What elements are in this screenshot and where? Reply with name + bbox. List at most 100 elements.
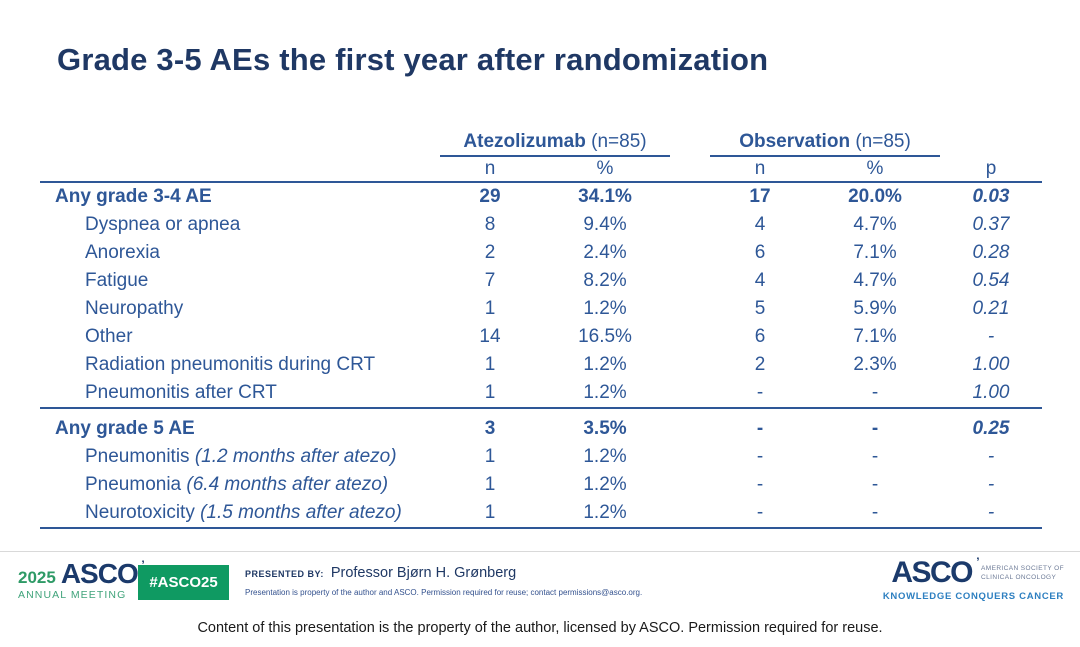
p-value-cell: 0.28 (972, 242, 1010, 263)
value-cell: 3 (484, 418, 496, 439)
p-value-cell: 0.37 (972, 214, 1010, 235)
subheader-n: n (754, 158, 766, 179)
value-cell: 29 (479, 186, 501, 207)
table-row: Fatigue 7 8.2% 4 4.7% 0.54 (40, 267, 1042, 295)
row-label: Any grade 5 AE (55, 418, 195, 439)
value-cell: 1 (484, 354, 496, 375)
row-label: Pneumonitis (1.2 months after atezo) (85, 446, 397, 467)
value-cell: 4.7% (853, 214, 897, 235)
group-count: (n=85) (591, 131, 647, 152)
column-group-observation: Observation (n=85) (710, 131, 940, 157)
row-label: Radiation pneumonitis during CRT (85, 354, 376, 375)
value-cell: 2.4% (583, 242, 627, 263)
value-cell: 5.9% (853, 298, 897, 319)
p-value-cell: 0.25 (972, 418, 1010, 439)
row-label: Neurotoxicity (1.5 months after atezo) (85, 502, 402, 523)
value-cell: - (871, 418, 879, 439)
value-cell: 1.2% (583, 474, 627, 495)
value-cell: 1 (484, 474, 496, 495)
value-cell: 4 (754, 214, 766, 235)
value-cell: 7.1% (853, 326, 897, 347)
value-cell: - (871, 502, 879, 523)
content-property-notice: Content of this presentation is the prop… (197, 620, 883, 636)
table-row: Pneumonitis (1.2 months after atezo) 1 1.2… (40, 443, 1042, 471)
row-label: Any grade 3-4 AE (55, 186, 212, 207)
meeting-org: ASCO (61, 559, 144, 588)
adverse-events-table: Atezolizumab (n=85) Observation (n=85) n… (40, 127, 1042, 529)
value-cell: - (871, 382, 879, 403)
value-cell: 1 (484, 382, 496, 403)
table-row: Dyspnea or apnea 8 9.4% 4 4.7% 0.37 (40, 211, 1042, 239)
value-cell: - (756, 502, 764, 523)
row-label: Pneumonitis after CRT (85, 382, 277, 403)
value-cell: - (756, 446, 764, 467)
value-cell: 1 (484, 502, 496, 523)
table-row: Radiation pneumonitis during CRT 1 1.2% 2 2.… (40, 351, 1042, 379)
meeting-year: 2025 (18, 568, 56, 587)
table-row: Anorexia 2 2.4% 6 7.1% 0.28 (40, 239, 1042, 267)
row-label: Fatigue (85, 270, 149, 291)
column-group-atezolizumab: Atezolizumab (n=85) (440, 131, 670, 157)
presenter-name: Professor Bjørn H. Grønberg (330, 565, 517, 581)
value-cell: 20.0% (848, 186, 902, 207)
slide-title: Grade 3-5 AEs the first year after rando… (57, 42, 769, 77)
value-cell: 7.1% (853, 242, 897, 263)
value-cell: 7 (484, 270, 496, 291)
value-cell: 1.2% (583, 446, 627, 467)
value-cell: 8 (484, 214, 496, 235)
table-row: Any grade 3-4 AE 29 34.1% 17 20.0% 0.03 (40, 183, 1042, 211)
table-body: Any grade 3-4 AE 29 34.1% 17 20.0% 0.03 Dyspne… (40, 183, 1042, 529)
society-line1: AMERICAN SOCIETY OF (981, 564, 1064, 572)
p-value-cell: - (987, 502, 995, 523)
row-label: Pneumonia (6.4 months after atezo) (85, 474, 389, 495)
presented-by-label: PRESENTED BY: (245, 569, 324, 579)
value-cell: 1.2% (583, 354, 627, 375)
value-cell: 16.5% (578, 326, 632, 347)
table-row: Pneumonia (6.4 months after atezo) 1 1.2% -… (40, 471, 1042, 499)
p-value-cell: 0.54 (972, 270, 1010, 291)
asco-tagline: KNOWLEDGE CONQUERS CANCER (882, 591, 1064, 602)
row-label: Dyspnea or apnea (85, 214, 241, 235)
value-cell: 2.3% (853, 354, 897, 375)
value-cell: 1 (484, 446, 496, 467)
society-line2: CLINICAL ONCOLOGY (981, 574, 1057, 581)
row-label: Neuropathy (85, 298, 184, 319)
row-label: Other (85, 326, 133, 347)
society-name: AMERICAN SOCIETY OF CLINICAL ONCOLOGY (977, 564, 1064, 582)
p-value-cell: - (987, 446, 995, 467)
table-row: Other 14 16.5% 6 7.1% - (40, 323, 1042, 351)
value-cell: - (756, 418, 764, 439)
value-cell: 17 (749, 186, 771, 207)
presented-by-block: PRESENTED BY: Professor Bjørn H. Grønber… (245, 565, 642, 597)
value-cell: 6 (754, 242, 766, 263)
p-value-cell: - (987, 474, 995, 495)
value-cell: 1.2% (583, 382, 627, 403)
value-cell: 2 (754, 354, 766, 375)
subheader-p: p (985, 158, 997, 179)
value-cell: 1.2% (583, 502, 627, 523)
value-cell: - (871, 446, 879, 467)
value-cell: - (871, 474, 879, 495)
value-cell: 1.2% (583, 298, 627, 319)
asco-logo-text: ASCO (891, 556, 977, 588)
row-label-note: (1.5 months after atezo) (194, 502, 402, 523)
hashtag-badge: #ASCO25 (138, 565, 229, 600)
value-cell: 3.5% (583, 418, 627, 439)
group-name: Atezolizumab (463, 131, 586, 152)
table-row: Any grade 5 AE 3 3.5% - - 0.25 (40, 407, 1042, 443)
table-row: Neuropathy 1 1.2% 5 5.9% 0.21 (40, 295, 1042, 323)
value-cell: 2 (484, 242, 496, 263)
meeting-name: ANNUAL MEETING (18, 589, 127, 601)
footer-divider (0, 551, 1080, 552)
row-label: Anorexia (85, 242, 160, 263)
permission-disclaimer: Presentation is property of the author a… (245, 588, 643, 597)
group-count: (n=85) (855, 131, 911, 152)
value-cell: 4 (754, 270, 766, 291)
p-value-cell: 0.03 (972, 186, 1010, 207)
row-label-note: (1.2 months after atezo) (189, 446, 397, 467)
value-cell: 1 (484, 298, 496, 319)
table-row: Pneumonitis after CRT 1 1.2% - - 1.00 (40, 379, 1042, 407)
asco-society-logo: ASCO AMERICAN SOCIETY OF CLINICAL ONCOLO… (882, 556, 1064, 602)
row-label-note: (6.4 months after atezo) (181, 474, 389, 495)
table-subheader-row: n % n % p (40, 157, 1042, 183)
